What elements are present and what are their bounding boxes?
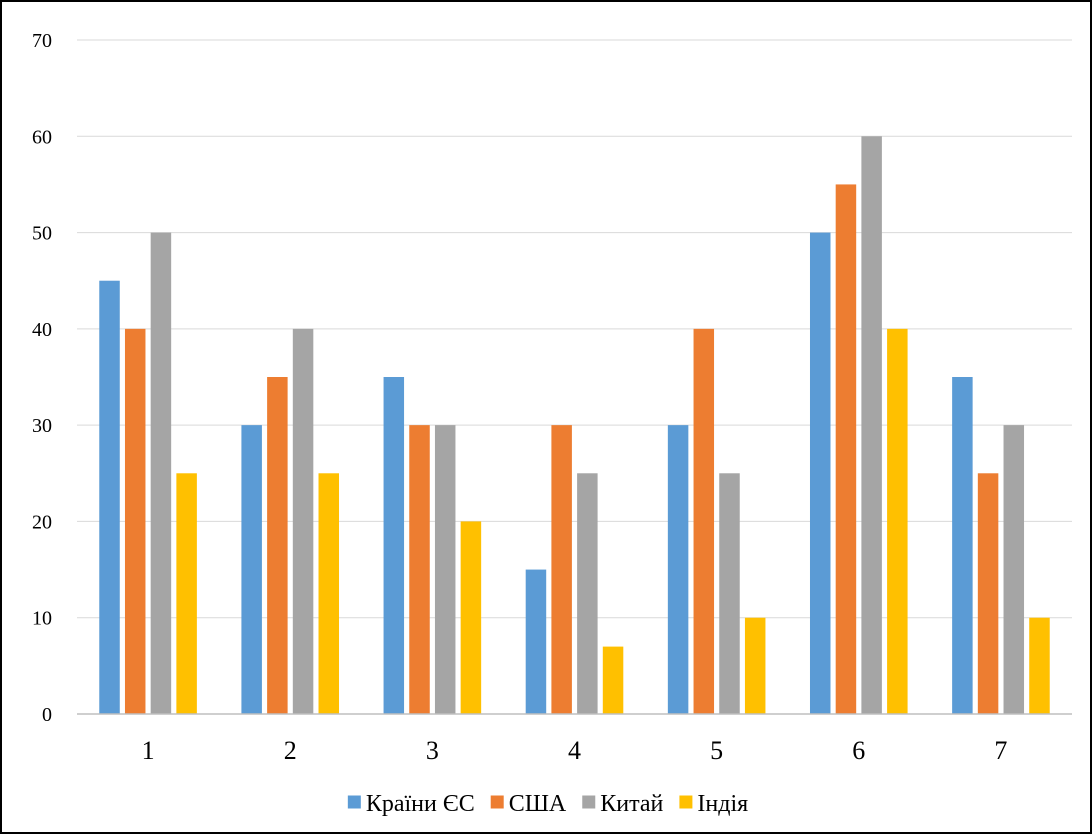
bar — [809, 232, 831, 715]
y-tick-label: 30 — [32, 415, 52, 437]
bar — [318, 473, 340, 714]
bar — [977, 473, 999, 714]
bar — [383, 377, 405, 714]
bar — [124, 328, 146, 714]
legend-label: Країни ЄС — [366, 791, 475, 817]
bar — [434, 425, 456, 714]
bar — [460, 521, 482, 714]
legend-item: США — [490, 791, 567, 817]
legend-label: Індія — [697, 791, 748, 817]
bar — [861, 136, 882, 715]
legend-label: США — [509, 791, 567, 817]
x-tick-label: 6 — [852, 736, 865, 765]
bar — [176, 473, 197, 714]
bar — [1003, 425, 1025, 714]
bar — [292, 328, 314, 714]
bar — [409, 425, 430, 714]
x-tick-label: 5 — [710, 736, 723, 765]
bar — [267, 377, 288, 714]
bar — [602, 646, 624, 714]
y-tick-label: 0 — [42, 704, 52, 726]
x-tick-label: 2 — [284, 736, 297, 765]
y-tick-label: 70 — [32, 30, 52, 52]
x-tick-label: 3 — [426, 736, 439, 765]
y-axis-tick-labels: 0 10 20 30 40 50 60 70 — [32, 30, 52, 726]
y-tick-label: 50 — [32, 223, 52, 245]
legend-swatch — [679, 795, 693, 809]
y-tick-label: 10 — [32, 608, 52, 630]
bar — [835, 184, 857, 714]
bar — [719, 473, 740, 714]
bar — [693, 328, 715, 714]
y-tick-label: 40 — [32, 319, 52, 341]
x-axis-tick-labels: 1 2 3 4 5 6 7 — [142, 736, 1008, 765]
x-tick-label: 4 — [568, 736, 581, 765]
legend-swatch — [582, 795, 596, 809]
legend-label: Китай — [600, 791, 663, 817]
bar — [99, 280, 120, 714]
bar — [887, 328, 908, 714]
bar — [1029, 617, 1050, 714]
legend-item: Країни ЄС — [347, 791, 475, 817]
bars — [99, 136, 1050, 715]
bar — [525, 569, 547, 714]
x-tick-label: 1 — [142, 736, 155, 765]
bar — [667, 425, 689, 714]
grid-lines — [77, 39, 1072, 619]
y-tick-label: 60 — [32, 126, 52, 148]
legend-item: Китай — [582, 791, 664, 817]
bar — [744, 617, 766, 714]
legend-swatch — [490, 795, 504, 809]
bar — [150, 232, 172, 715]
legend-item: Індія — [679, 791, 748, 817]
bar — [577, 473, 598, 714]
x-tick-label: 7 — [994, 736, 1007, 765]
bar — [551, 425, 572, 714]
bar — [952, 377, 973, 714]
legend: Країни ЄС США Китай Індія — [347, 791, 748, 817]
legend-swatch — [347, 795, 361, 809]
y-tick-label: 20 — [32, 511, 52, 533]
bar — [241, 425, 262, 714]
